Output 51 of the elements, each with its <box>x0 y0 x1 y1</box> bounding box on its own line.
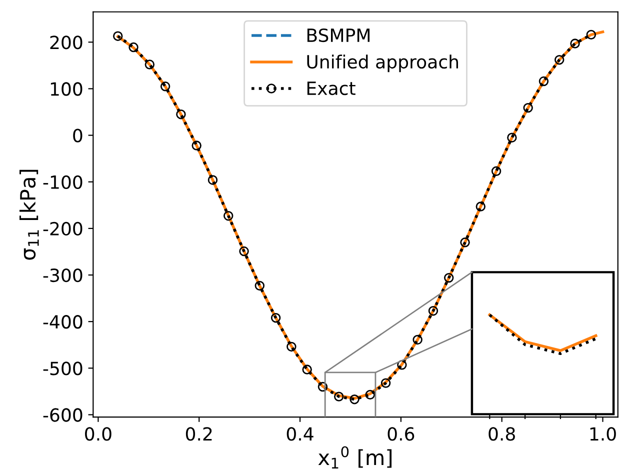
y-tick-label: -500 <box>43 362 82 376</box>
point <box>538 76 549 86</box>
point <box>192 140 202 150</box>
y-axis-title: σ$_{11}$ [kPa] <box>20 170 39 260</box>
x-axis-title: x$_{1}$$^{0}$ [m] <box>318 446 392 468</box>
x-tick-label: 0.8 <box>488 427 515 441</box>
y-tick-label: 100 <box>50 82 82 96</box>
point <box>554 54 564 65</box>
point <box>523 102 533 113</box>
x-tick-label: 1.0 <box>590 427 616 441</box>
legend-label: BSMPM <box>307 28 370 42</box>
point <box>570 38 580 48</box>
point <box>286 342 296 352</box>
y-tick-label: -300 <box>43 268 82 282</box>
point <box>144 60 155 70</box>
point <box>254 280 265 291</box>
point <box>208 175 218 185</box>
point <box>350 394 360 404</box>
x-tick-label: 0.6 <box>388 427 414 441</box>
y-tick-label: -100 <box>43 175 82 189</box>
x-tick-label: 0.2 <box>186 427 212 441</box>
point <box>460 238 470 248</box>
point <box>318 382 328 392</box>
point <box>491 166 502 176</box>
legend-label: Unified approach <box>307 54 458 72</box>
point <box>176 109 186 120</box>
point <box>113 31 123 41</box>
point <box>270 312 281 323</box>
point <box>586 30 596 40</box>
point <box>397 360 407 370</box>
y-tick-label: -400 <box>43 315 82 329</box>
point <box>302 364 312 374</box>
point <box>160 82 170 92</box>
point <box>428 306 438 316</box>
point <box>239 246 249 256</box>
point <box>476 202 486 212</box>
y-tick-label: 0 <box>73 128 82 142</box>
point <box>444 272 454 283</box>
point <box>412 334 422 345</box>
x-tick-label: 0.4 <box>286 427 314 441</box>
y-tick-label: -200 <box>43 222 82 236</box>
point <box>224 211 234 221</box>
x-tick-label: 0.0 <box>85 427 112 441</box>
point <box>128 42 138 52</box>
point <box>380 378 391 388</box>
legend-label: Exact <box>307 82 356 96</box>
point <box>507 132 517 142</box>
point <box>365 390 376 400</box>
y-tick-label: 200 <box>50 36 82 50</box>
y-tick-label: -600 <box>43 408 82 422</box>
point <box>334 392 344 402</box>
